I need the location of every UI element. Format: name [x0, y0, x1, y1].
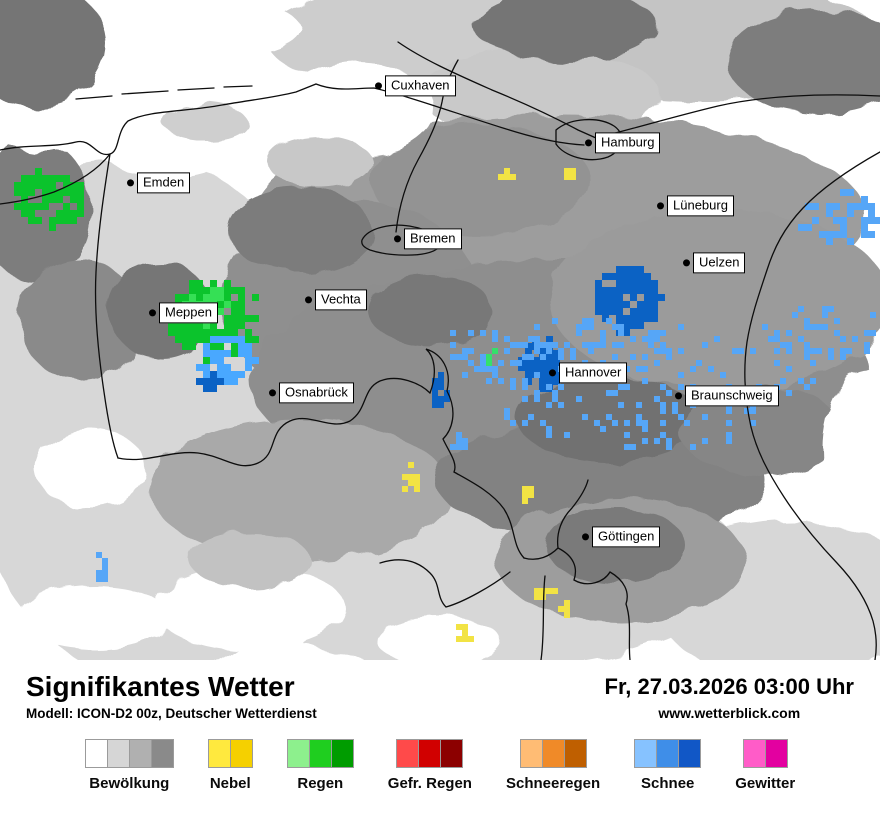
legend-swatch-row [634, 739, 702, 768]
legend-label: Regen [297, 775, 344, 792]
legend-item-nebel: Nebel [207, 739, 253, 792]
weserbergland-border [425, 348, 525, 559]
legend-item-bewlkung: Bewölkung [84, 739, 174, 792]
legend-item-schneeregen: Schneeregen [506, 739, 600, 792]
legend-label: Bewölkung [89, 775, 170, 792]
legend-swatch [84, 739, 108, 768]
cloud-layer [0, 0, 880, 660]
datetime-block: Fr, 27.03.2026 03:00 Uhr www.wetterblick… [605, 671, 855, 721]
legend-label: Gefr. Regen [387, 775, 472, 792]
legend-item-gewitter: Gewitter [735, 739, 795, 792]
legend-swatch [742, 739, 766, 768]
legend-swatch-row [84, 739, 174, 768]
legend-swatch [150, 739, 174, 768]
map-canvas [0, 0, 880, 660]
legend-swatch-row [519, 739, 587, 768]
legend-swatch [764, 739, 788, 768]
legend-swatch [678, 739, 702, 768]
legend: Bewölkung Nebel Regen Gefr. Regen Schneerege… [0, 739, 880, 792]
legend-swatch [128, 739, 152, 768]
info-bar: Signifikantes Wetter Modell: ICON-D2 00z… [0, 660, 880, 725]
legend-label: Schneeregen [505, 775, 601, 792]
legend-swatch-row [286, 739, 354, 768]
legend-swatch [308, 739, 332, 768]
legend-item-gefrregen: Gefr. Regen [388, 739, 472, 792]
legend-swatch [330, 739, 354, 768]
legend-item-regen: Regen [286, 739, 354, 792]
elbe-east-border [595, 94, 880, 139]
weather-map: Cuxhaven Hamburg Emden Lüneburg Bremen Uelzen… [0, 0, 880, 660]
legend-label: Nebel [209, 775, 251, 792]
valid-datetime: Fr, 27.03.2026 03:00 Uhr [604, 674, 855, 699]
legend-swatch [634, 739, 658, 768]
legend-swatch [440, 739, 464, 768]
legend-swatch [519, 739, 543, 768]
legend-swatch [656, 739, 680, 768]
legend-swatch [396, 739, 420, 768]
islands-coast [75, 85, 253, 100]
legend-swatch [541, 739, 565, 768]
legend-swatch [418, 739, 442, 768]
title-block: Signifikantes Wetter Modell: ICON-D2 00z… [26, 671, 317, 721]
elbe-north-bank [397, 41, 597, 139]
legend-swatch-row [207, 739, 253, 768]
legend-swatch-row [396, 739, 464, 768]
legend-swatch [207, 739, 231, 768]
legend-label: Gewitter [735, 775, 796, 792]
eastern-state-border [744, 151, 880, 660]
legend-swatch [286, 739, 310, 768]
north-sea-coastline [0, 83, 585, 156]
legend-swatch [106, 739, 130, 768]
legend-item-schnee: Schnee [634, 739, 702, 792]
model-info: Modell: ICON-D2 00z, Deutscher Wetterdie… [26, 706, 317, 721]
website-url: www.wetterblick.com [658, 705, 801, 721]
page-title: Signifikantes Wetter [26, 671, 295, 702]
legend-swatch [229, 739, 253, 768]
legend-swatch [563, 739, 587, 768]
legend-label: Schnee [641, 775, 695, 792]
nrw-border [117, 377, 431, 467]
dutch-border [0, 153, 119, 459]
legend-swatch-row [742, 739, 788, 768]
border-lines [0, 41, 880, 660]
southern-state-borders [379, 479, 631, 660]
